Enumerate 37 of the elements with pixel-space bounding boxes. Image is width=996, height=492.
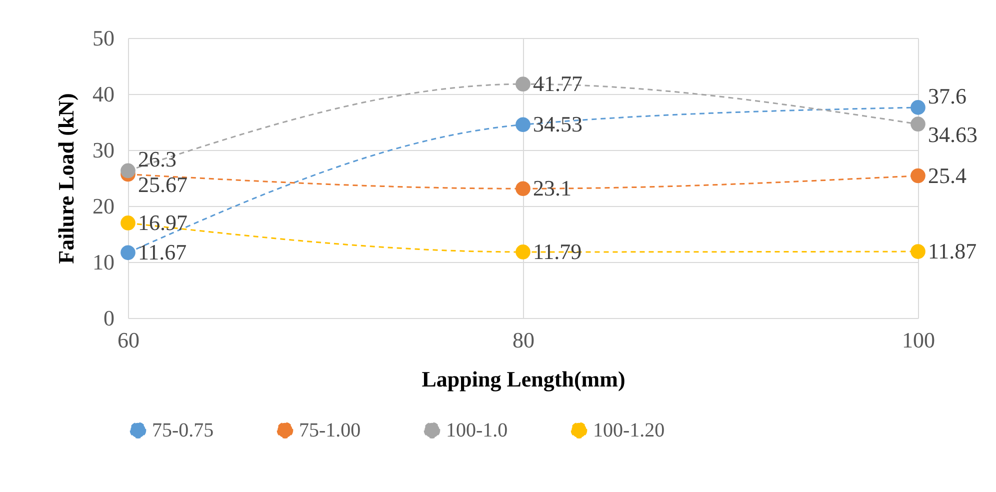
legend-label: 100-1.0 xyxy=(446,419,508,442)
data-label: 11.67 xyxy=(138,240,187,265)
point xyxy=(516,181,530,196)
legend-label: 75-1.00 xyxy=(299,419,361,442)
legend-label: 100-1.20 xyxy=(593,419,665,442)
point xyxy=(120,163,136,178)
point xyxy=(516,117,530,132)
data-label: 34.63 xyxy=(928,122,978,148)
data-label: 25.67 xyxy=(138,172,188,198)
point xyxy=(120,245,136,260)
x-axis-title: Lapping Length(mm) xyxy=(422,366,626,392)
x-tick-label: 60 xyxy=(118,328,140,352)
data-label: 11.87 xyxy=(928,238,977,264)
y-tick-label: 0 xyxy=(104,306,114,330)
data-label: 16.97 xyxy=(138,210,188,235)
data-label: 37.6 xyxy=(928,83,966,108)
data-label: 34.53 xyxy=(533,112,582,137)
legend-label: 75-0.75 xyxy=(152,419,214,442)
point xyxy=(910,100,926,115)
point xyxy=(910,244,926,259)
point xyxy=(516,76,530,92)
data-label: 41.77 xyxy=(533,71,582,96)
data-label: 25.4 xyxy=(928,162,966,188)
point xyxy=(910,116,926,132)
y-tick-label: 10 xyxy=(92,250,114,274)
y-tick-label: 50 xyxy=(92,26,114,50)
y-tick-label: 30 xyxy=(92,138,114,162)
point xyxy=(910,168,926,184)
y-tick-label: 40 xyxy=(92,82,114,106)
x-tick-label: 80 xyxy=(512,328,534,352)
data-label: 26.3 xyxy=(138,146,176,172)
y-tick-label: 20 xyxy=(92,194,114,218)
point xyxy=(120,216,136,230)
point xyxy=(516,244,530,260)
x-tick-label: 100 xyxy=(902,328,935,352)
y-axis-title: Failure Load (kN) xyxy=(54,93,78,264)
data-label: 23.1 xyxy=(533,176,572,201)
